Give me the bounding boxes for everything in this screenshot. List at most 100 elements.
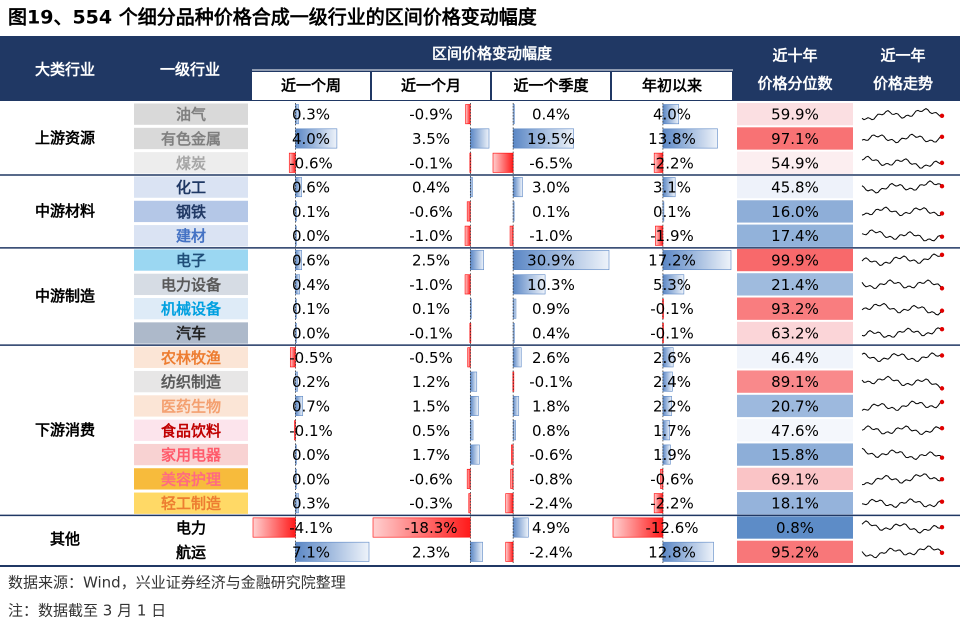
value-cell: 0.4% xyxy=(532,106,570,124)
data-bar xyxy=(295,468,297,489)
value-cell: -2.4% xyxy=(529,495,573,513)
data-bar xyxy=(510,444,514,465)
industry-cell xyxy=(134,419,248,441)
sparkline-end xyxy=(939,286,945,291)
sparkline-end xyxy=(939,399,945,405)
data-bar xyxy=(295,298,297,319)
value-cell: -0.6% xyxy=(529,446,573,464)
industry-label: 轻工制造 xyxy=(161,495,221,513)
data-bar xyxy=(295,104,299,125)
footer-note: 注：数据截至 3 月 1 日 xyxy=(8,602,166,620)
industry-cell xyxy=(134,103,248,125)
data-bar xyxy=(512,347,522,368)
data-bar xyxy=(470,250,484,271)
value-cell: 2.6% xyxy=(653,349,691,367)
value-cell: 0.2% xyxy=(292,373,330,391)
footer-source: 数据来源：Wind，兴业证券经济与金融研究院整理 xyxy=(8,574,346,592)
percentile-value: 54.9% xyxy=(771,154,819,172)
data-bar xyxy=(662,444,671,465)
value-cell: 0.6% xyxy=(292,252,330,270)
industry-cell xyxy=(134,468,248,490)
percentile-cell xyxy=(737,492,853,515)
value-cell: -0.1% xyxy=(409,325,453,343)
data-bar xyxy=(612,517,664,538)
value-cell: 2.6% xyxy=(532,349,570,367)
value-cell: -0.3% xyxy=(409,495,453,513)
data-bar xyxy=(505,541,514,562)
industry-label: 食品饮料 xyxy=(161,422,221,440)
data-bar xyxy=(662,420,670,441)
value-cell: 3.5% xyxy=(412,130,450,148)
value-cell: 0.0% xyxy=(292,325,330,343)
data-bar xyxy=(295,395,304,416)
period-header-bg xyxy=(612,72,732,100)
data-bar xyxy=(288,152,296,173)
sparkline xyxy=(861,375,943,389)
sparkline-end xyxy=(939,353,945,358)
percentile-cell xyxy=(737,443,853,466)
data-bar xyxy=(655,225,664,246)
header-cell: 近一个月 xyxy=(401,77,461,95)
percentile-value: 63.2% xyxy=(771,325,819,343)
data-bar xyxy=(512,274,546,295)
percentile-cell xyxy=(737,248,853,272)
percentile-value: 99.9% xyxy=(771,252,819,270)
sparkline-end xyxy=(939,184,945,189)
value-cell: 2.3% xyxy=(412,543,450,561)
value-cell: -2.2% xyxy=(650,154,694,172)
value-cell: 0.7% xyxy=(292,397,330,415)
percentile-value: 21.4% xyxy=(771,276,819,294)
percentile-cell xyxy=(737,103,853,126)
industry-cell xyxy=(134,516,248,539)
header-cell: 近十年 xyxy=(772,47,817,65)
sparkline xyxy=(861,545,943,559)
percentile-value: 15.8% xyxy=(771,446,819,464)
data-bar xyxy=(295,541,370,562)
value-cell: 0.3% xyxy=(292,106,330,124)
data-bar xyxy=(470,128,490,149)
industry-label: 建材 xyxy=(176,227,206,245)
period-header-bg xyxy=(252,72,370,100)
data-bar xyxy=(470,298,472,319)
industry-label: 纺织制造 xyxy=(161,373,221,391)
data-bar xyxy=(295,177,302,198)
data-bar xyxy=(662,201,665,222)
data-bar xyxy=(662,128,718,149)
period-header-bg xyxy=(492,72,610,100)
percentile-value: 46.4% xyxy=(771,349,819,367)
data-bar xyxy=(662,177,676,198)
value-cell: 13.8% xyxy=(648,130,696,148)
percentile-cell xyxy=(737,151,853,174)
value-cell: 0.1% xyxy=(292,203,330,221)
percentile-value: 95.2% xyxy=(771,543,819,561)
value-cell: 1.8% xyxy=(532,397,570,415)
data-bar xyxy=(512,323,515,343)
sparkline-end xyxy=(939,499,945,504)
data-bar xyxy=(252,517,296,538)
data-bar xyxy=(372,517,471,538)
header-cell: 价格走势 xyxy=(873,75,933,93)
value-cell: -1.0% xyxy=(529,227,573,245)
data-bar xyxy=(510,468,514,489)
value-cell: -0.1% xyxy=(409,154,453,172)
value-cell: 3.0% xyxy=(532,179,570,197)
value-cell: -0.6% xyxy=(409,470,453,488)
industry-label: 化工 xyxy=(176,179,206,197)
industry-label: 航运 xyxy=(176,543,206,561)
value-cell: 0.5% xyxy=(412,422,450,440)
value-cell: 12.8% xyxy=(648,543,696,561)
industry-cell xyxy=(134,249,248,271)
sparkline-end xyxy=(939,386,945,391)
data-bar xyxy=(512,298,517,319)
sparkline-end xyxy=(939,113,945,119)
industry-label: 农林牧渔 xyxy=(160,349,221,367)
value-cell: -0.5% xyxy=(289,349,333,367)
value-cell: 30.9% xyxy=(527,252,575,270)
percentile-value: 59.9% xyxy=(771,106,819,124)
value-cell: 10.3% xyxy=(527,276,575,294)
sparkline xyxy=(861,520,943,534)
percentile-cell xyxy=(737,297,853,320)
data-bar xyxy=(662,371,673,392)
data-bar xyxy=(295,128,338,149)
industry-cell xyxy=(134,200,248,223)
